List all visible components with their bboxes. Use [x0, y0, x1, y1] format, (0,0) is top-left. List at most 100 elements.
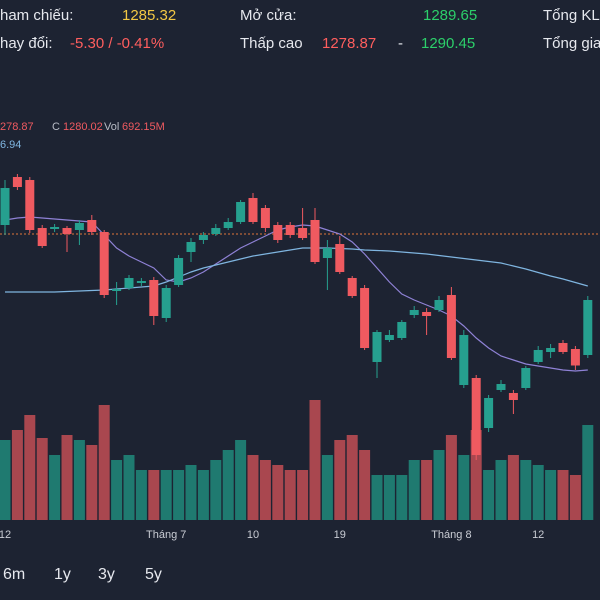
candle-body [74, 223, 84, 230]
volume-bar [309, 400, 321, 520]
x-tick-label: 12 [0, 529, 11, 541]
candle-body [384, 335, 394, 340]
value: 1289.65 [423, 7, 478, 24]
label: hay đổi: [0, 35, 53, 52]
volume-bar [222, 450, 234, 520]
volume-bar [470, 430, 482, 520]
volume-bar [495, 460, 507, 520]
label: ham chiếu: [0, 7, 74, 24]
candle-body [298, 228, 308, 238]
candle-body [546, 348, 556, 352]
range-button[interactable]: 5y [145, 566, 162, 583]
candle-body [459, 335, 469, 385]
volume-bar [49, 455, 61, 520]
volume-bar [483, 470, 495, 520]
candle-body [50, 227, 60, 229]
candle-body [136, 281, 146, 283]
volume-bar [371, 475, 383, 520]
legend-value: 6.94 [0, 139, 22, 151]
range-button[interactable]: 3y [98, 566, 115, 583]
candle-body [422, 312, 432, 316]
candle-body [570, 349, 580, 366]
moving-average [5, 247, 588, 293]
legend-value: 692.15M [122, 121, 165, 133]
range-button[interactable]: 6m [3, 566, 26, 583]
label: Tổng gia [543, 35, 600, 52]
candle-body [310, 220, 320, 262]
candle-body [409, 310, 419, 315]
candle-body [149, 280, 159, 316]
volume-bar [507, 455, 519, 520]
legend-value: 1280.02 [63, 121, 103, 133]
volume-bar [545, 470, 557, 520]
candle-body [25, 180, 35, 230]
volume-bar [284, 470, 296, 520]
volume-bar [259, 460, 271, 520]
candle-body [484, 398, 494, 428]
candle-body [112, 289, 122, 291]
candle-body [186, 242, 196, 252]
volume-bar [582, 425, 594, 520]
volume-bar [235, 440, 247, 520]
volume-bar [569, 475, 581, 520]
volume-bar [197, 470, 209, 520]
candle-body [496, 384, 506, 390]
x-tick-label: 12 [532, 529, 544, 541]
value: 1285.32 [122, 7, 177, 24]
label: Thấp cao [240, 35, 303, 52]
volume-bar [135, 470, 147, 520]
x-tick-label: Tháng 7 [146, 529, 186, 541]
volume-bar [520, 460, 532, 520]
candle-body [360, 288, 370, 348]
x-tick-label: 19 [334, 529, 346, 541]
x-tick-label: 10 [247, 529, 259, 541]
volume-bar [11, 430, 23, 520]
legend-label: C [52, 121, 60, 133]
candle-body [87, 220, 97, 232]
volume-bar [272, 465, 284, 520]
candle-body [211, 228, 221, 234]
x-tick-label: Tháng 8 [431, 529, 471, 541]
value: -5.30 / -0.41% [70, 35, 165, 52]
candle-body [12, 177, 22, 187]
range-button[interactable]: 1y [54, 566, 71, 583]
candle-body [223, 222, 233, 228]
volume-bar [210, 460, 222, 520]
legend-label: Vol [104, 121, 120, 133]
volume-bar [383, 475, 395, 520]
candle-body [99, 232, 109, 295]
volume-bar [433, 450, 445, 520]
volume-bar [0, 440, 11, 520]
label: Mở cửa: [240, 7, 297, 24]
candle-body [174, 258, 184, 285]
volume-bar [557, 470, 569, 520]
volume-bar [111, 460, 123, 520]
candle-body [397, 322, 407, 338]
candle-body [0, 188, 10, 225]
volume-bar [73, 440, 85, 520]
candle-body [161, 288, 171, 318]
volume-bar [359, 450, 371, 520]
candle-body [248, 198, 258, 222]
volume-bar [24, 415, 36, 520]
candle-body [62, 228, 72, 234]
volume-bar [458, 455, 470, 520]
candle-body [273, 225, 283, 240]
candle-body [236, 202, 246, 222]
volume-bar [36, 438, 48, 520]
separator: - [398, 35, 403, 52]
value: 1278.87 [322, 35, 377, 52]
volume-bar [148, 470, 160, 520]
volume-bar [160, 470, 172, 520]
volume-bar [173, 470, 185, 520]
candle-body [198, 235, 208, 240]
volume-bar [123, 455, 135, 520]
candle-body [533, 350, 543, 362]
volume-bar [396, 475, 408, 520]
candle-body [260, 208, 270, 228]
volume-bar [61, 435, 73, 520]
candle-body [347, 278, 357, 296]
candle-body [372, 332, 382, 362]
moving-average [4, 216, 588, 372]
candle-body [583, 300, 593, 355]
